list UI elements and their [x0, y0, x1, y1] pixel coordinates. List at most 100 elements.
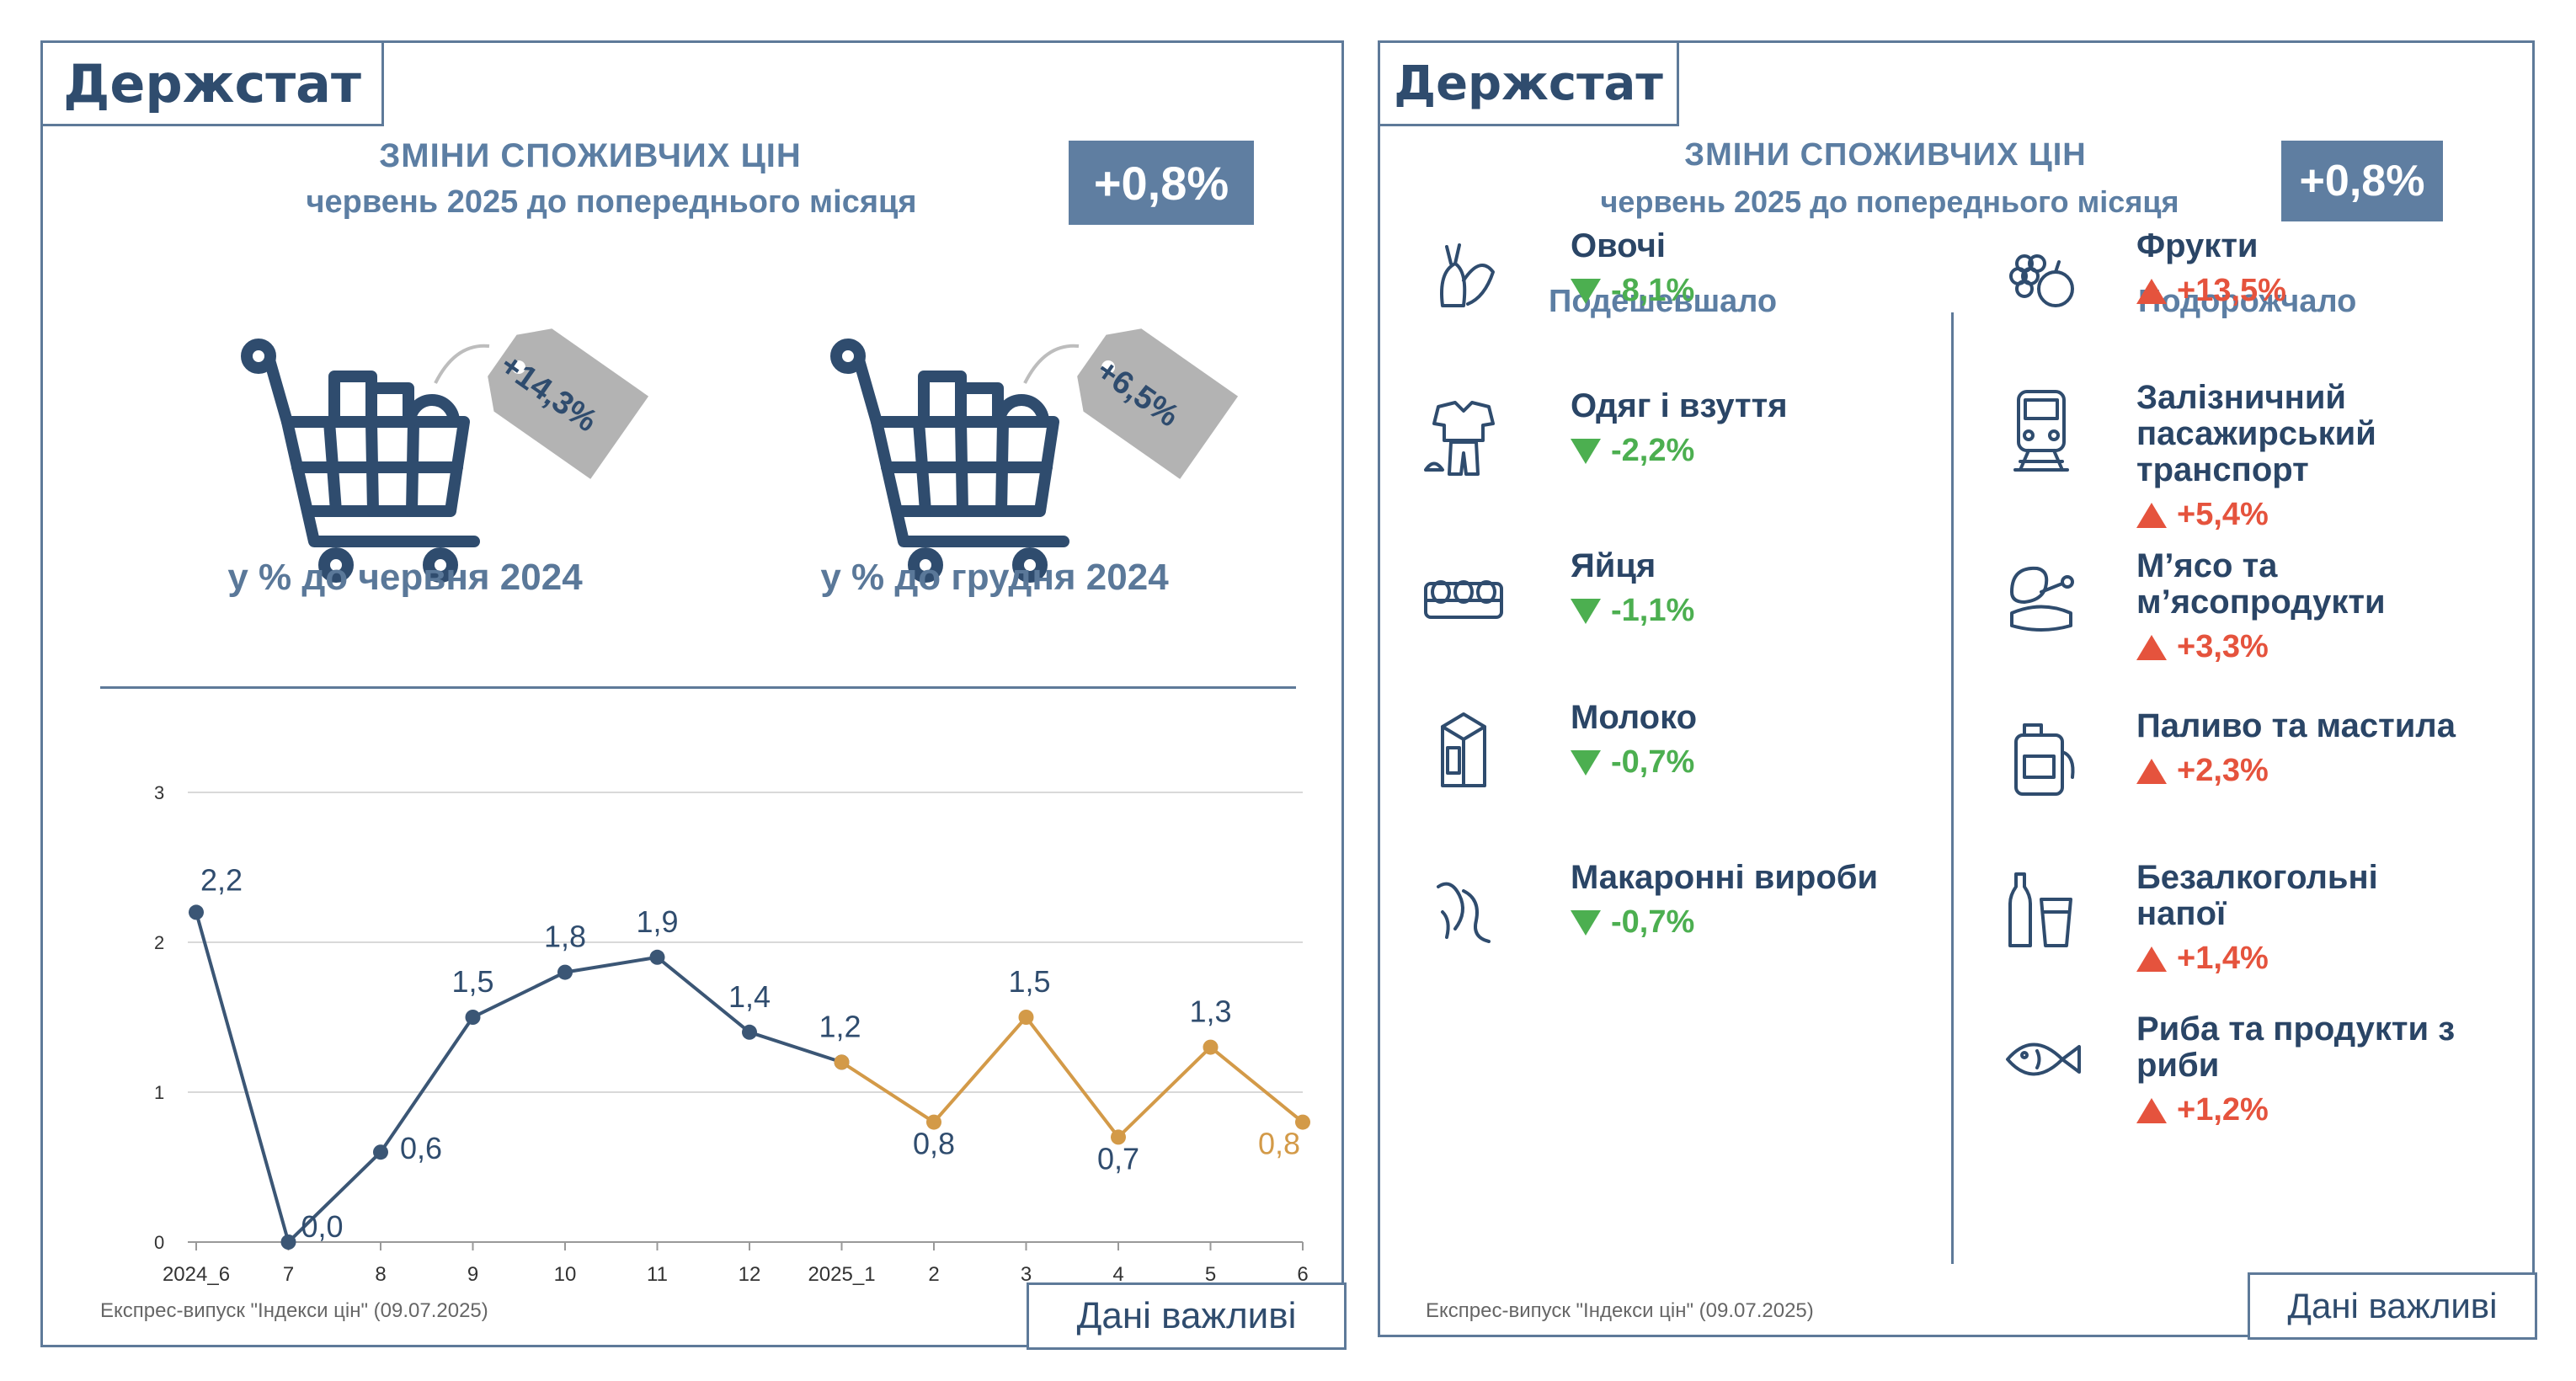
- clothing-icon: [1417, 390, 1510, 483]
- shopping-cart-icon: [830, 339, 1080, 583]
- fuel-icon: [1995, 710, 2088, 802]
- header-badge: +0,8%: [2281, 141, 2443, 221]
- data-point: [834, 1054, 850, 1070]
- data-point: [280, 1234, 296, 1250]
- price-change-item: Фрукти +13,5%: [2136, 228, 2473, 309]
- y-tick-label: 2: [154, 932, 164, 953]
- pasta-icon: [1417, 861, 1510, 954]
- cart-caption-2: у % до грудня 2024: [820, 557, 1169, 598]
- price-tag-icon: [488, 328, 649, 479]
- triangle-up-icon: [2136, 634, 2167, 660]
- item-name: Макаронні вироби: [1571, 859, 1879, 896]
- data-point: [557, 964, 573, 980]
- data-label: 0,8: [1258, 1127, 1300, 1161]
- meat-icon: [1995, 550, 2088, 643]
- data-label: 1,2: [819, 1009, 861, 1043]
- data-label: 1,4: [728, 979, 771, 1014]
- item-value-text: +3,3%: [2177, 629, 2269, 664]
- item-value-text: -0,7%: [1611, 744, 1695, 780]
- cart-caption-1: у % до червня 2024: [227, 557, 583, 598]
- y-tick-label: 3: [154, 782, 164, 803]
- data-point: [465, 1010, 481, 1025]
- x-tick-label: 11: [647, 1263, 668, 1286]
- x-tick-label: 4: [1112, 1263, 1123, 1286]
- section-divider: [100, 686, 1296, 689]
- item-value: -1,1%: [1571, 593, 1924, 629]
- item-name: М’ясо та м’ясопродукти: [2136, 547, 2386, 621]
- left-panel: Держстат ЗМІНИ СПОЖИВЧИХ ЦІН червень 202…: [40, 40, 1347, 1350]
- series-line: [195, 911, 843, 1245]
- item-value: +3,3%: [2136, 629, 2473, 665]
- item-value-text: +1,4%: [2177, 941, 2269, 976]
- data-label: 1,9: [636, 904, 678, 939]
- pricier-heading: Подорожчало: [2138, 284, 2357, 319]
- header-subtitle: червень 2025 до попереднього місяця: [1600, 184, 2179, 219]
- price-change-item: М’ясо та м’ясопродукти +3,3%: [2136, 548, 2473, 665]
- item-value-text: -8,1%: [1611, 273, 1695, 308]
- price-change-item: Яйця -1,1%: [1571, 548, 1924, 629]
- data-label: 1,3: [1189, 994, 1231, 1029]
- item-value: -2,2%: [1571, 433, 1924, 469]
- triangle-up-icon: [2136, 758, 2167, 784]
- x-tick-label: 6: [1297, 1263, 1308, 1286]
- item-value-text: -1,1%: [1611, 593, 1695, 628]
- data-important-button[interactable]: Дані важливі: [1027, 1282, 1347, 1350]
- triangle-down-icon: [1571, 598, 1601, 624]
- data-point: [926, 1114, 941, 1130]
- train-icon: [1995, 381, 2088, 474]
- x-tick-label: 9: [467, 1263, 478, 1286]
- triangle-up-icon: [2136, 502, 2167, 528]
- price-change-item: Овочі -8,1%: [1571, 228, 1924, 309]
- data-label: 0,7: [1097, 1141, 1139, 1176]
- brand-logo: Держстат: [1378, 40, 1679, 126]
- data-label: 1,8: [544, 920, 586, 954]
- x-tick-label: 10: [554, 1263, 577, 1286]
- data-point: [1111, 1129, 1126, 1145]
- data-point: [1295, 1114, 1310, 1130]
- item-name: Овочі: [1571, 227, 1666, 264]
- item-name: Одяг і взуття: [1571, 387, 1788, 424]
- item-value-text: +5,4%: [2177, 497, 2269, 532]
- footer-source: Експрес-випуск "Індекси цін" (09.07.2025…: [1426, 1299, 1814, 1322]
- fruit-icon: [1995, 230, 2088, 323]
- item-value: -8,1%: [1571, 273, 1924, 309]
- vegetables-icon: [1417, 230, 1510, 323]
- item-value-text: +2,3%: [2177, 753, 2269, 788]
- data-label: 0,0: [301, 1209, 343, 1244]
- item-name: Фрукти: [2136, 227, 2259, 264]
- x-tick-label: 8: [375, 1263, 386, 1286]
- x-tick-label: 2024_6: [163, 1263, 230, 1286]
- drinks-icon: [1995, 861, 2088, 954]
- price-change-item: Молоко -0,7%: [1571, 700, 1924, 781]
- item-value: +13,5%: [2136, 273, 2473, 309]
- brand-logo: Держстат: [40, 40, 384, 126]
- item-value: +1,4%: [2136, 941, 2473, 977]
- x-tick-label: 12: [739, 1263, 761, 1286]
- triangle-up-icon: [2136, 946, 2167, 972]
- data-point: [742, 1024, 757, 1040]
- price-change-item: Макаронні вироби -0,7%: [1571, 860, 1924, 941]
- price-change-item: Залізничний пасажирський транспорт +5,4%: [2136, 380, 2473, 533]
- data-point: [373, 1144, 388, 1160]
- price-change-item: Риба та продукти з риби +1,2%: [2136, 1011, 2473, 1128]
- series-line: [840, 1014, 1304, 1140]
- item-value-text: -0,7%: [1611, 904, 1695, 940]
- column-separator: [1951, 312, 1954, 1264]
- item-name: Залізничний пасажирський транспорт: [2136, 379, 2376, 488]
- triangle-down-icon: [1571, 909, 1601, 936]
- data-point: [649, 949, 665, 965]
- x-tick-label: 5: [1205, 1263, 1216, 1286]
- triangle-down-icon: [1571, 438, 1601, 464]
- price-tag-icon: [1077, 328, 1239, 479]
- item-value: -0,7%: [1571, 904, 1924, 941]
- data-label: 1,5: [451, 964, 493, 999]
- triangle-down-icon: [1571, 278, 1601, 304]
- x-tick-label: 2025_1: [808, 1263, 875, 1286]
- y-tick-label: 1: [154, 1082, 164, 1103]
- header-subtitle: червень 2025 до попереднього місяця: [306, 184, 917, 220]
- item-value: -0,7%: [1571, 744, 1924, 781]
- data-important-button[interactable]: Дані важливі: [2248, 1272, 2537, 1340]
- x-tick-label: 3: [1021, 1263, 1032, 1286]
- data-point: [1203, 1039, 1219, 1055]
